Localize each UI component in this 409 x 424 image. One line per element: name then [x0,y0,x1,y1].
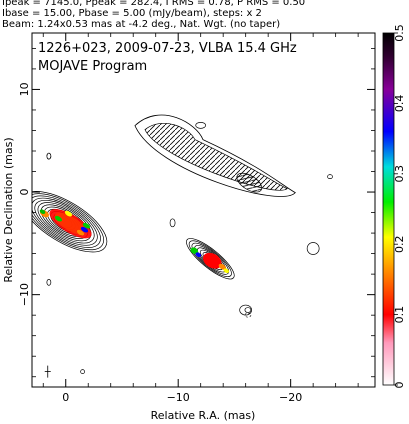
colorbar-tick-label: 0.3 [393,165,406,183]
x-tick-label: −20 [279,391,302,404]
x-axis-label: Relative R.A. (mas) [151,409,256,422]
polarization-patch [80,226,89,233]
y-axis-label: Relative Declination (mas) [2,137,15,282]
plot-subtitle: MOJAVE Program [38,59,147,74]
outer-jet-hatched [144,122,288,191]
noise-contour [80,369,85,374]
core-contour [32,195,101,248]
polarization-patch [82,222,91,229]
colorbar-tick-label: 0 [393,382,406,389]
x-tick-label: 0 [62,391,69,404]
polarization-patch [39,209,46,215]
core-contour [32,197,98,246]
polarization-patch [223,268,230,274]
plot-title: 1226+023, 2009-07-23, VLBA 15.4 GHz [38,41,297,56]
x-tick-label: −10 [167,391,190,404]
polarization-patch [76,229,85,236]
noise-contour [306,242,320,255]
y-tick-label: 10 [18,82,31,96]
polarization-patch [195,252,202,258]
colorbar-tick-label: 0.5 [393,24,406,42]
noise-contour [239,304,253,316]
negative-contour [46,152,52,160]
colorbar-tick-label: 0.2 [393,235,406,253]
noise-contour [195,121,207,129]
core-contour [34,199,95,244]
polarization-patch [64,210,73,217]
y-tick-label: 0 [18,189,31,196]
jet-map [32,114,333,378]
outer-jet-knot [236,172,263,193]
colorbar-tick-label: 0.4 [393,95,406,113]
noise-contour [169,218,176,228]
polarization-patch [190,247,199,255]
y-tick-label: −10 [18,283,31,306]
polarization-patch [218,263,226,270]
core-polarization [54,212,87,235]
header-line-1: Ipeak = 7145.0, Ppeak = 282.4, I RMS = 0… [2,0,306,8]
polarization-patch [54,215,63,222]
noise-contour [327,174,333,180]
knot-contour [186,238,235,280]
core-contour [32,191,108,253]
negative-contour [244,312,252,318]
plot-frame [31,32,376,388]
knot-contour [188,240,232,278]
axis-ticks: 0 −10 −20 10 0 −10 [18,33,375,404]
colorbar-ticks: 0 0.1 0.2 0.3 0.4 0.5 [393,24,406,388]
core-contour [37,202,92,242]
colorbar [382,32,395,386]
core-contour [32,193,104,251]
knot-polarization [203,252,222,269]
outer-jet-contour [134,114,296,197]
header-line-3: Beam: 1.24x0.53 mas at -4.2 deg., Nat. W… [2,19,281,30]
colorbar-tick-label: 0.1 [393,306,406,324]
header-line-2: Ibase = 15.00, Pbase = 5.00 (mJy/beam), … [2,8,262,19]
noise-contour [244,307,252,313]
noise-contour [46,278,52,286]
